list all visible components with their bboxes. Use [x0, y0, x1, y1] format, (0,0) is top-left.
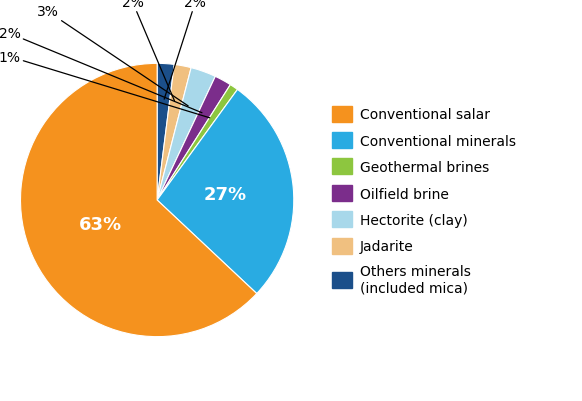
Wedge shape [157, 85, 237, 200]
Wedge shape [157, 77, 230, 200]
Text: 2%: 2% [122, 0, 175, 101]
Text: 2%: 2% [164, 0, 207, 100]
Text: 63%: 63% [79, 216, 122, 234]
Wedge shape [157, 90, 294, 294]
Legend: Conventional salar, Conventional minerals, Geothermal brines, Oilfield brine, He: Conventional salar, Conventional mineral… [327, 101, 521, 300]
Wedge shape [157, 69, 215, 200]
Wedge shape [20, 64, 257, 337]
Wedge shape [157, 65, 191, 200]
Text: 3%: 3% [37, 6, 188, 107]
Wedge shape [157, 64, 174, 200]
Text: 27%: 27% [204, 185, 247, 203]
Text: 1%: 1% [0, 51, 210, 119]
Text: 2%: 2% [0, 27, 202, 113]
